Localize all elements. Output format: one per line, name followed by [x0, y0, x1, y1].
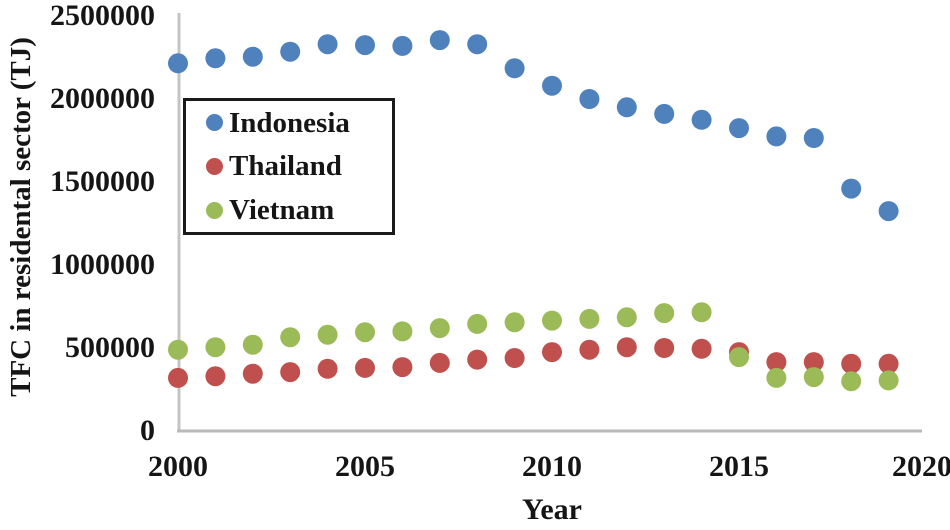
data-point-thailand-2014 [691, 338, 712, 359]
data-point-thailand-2009 [504, 348, 525, 368]
data-point-vietnam-2005 [355, 322, 375, 343]
data-point-indonesia-2003 [280, 41, 301, 62]
data-point-thailand-2005 [355, 357, 375, 378]
data-point-vietnam-2002 [242, 334, 263, 355]
x-tick-2015: 2015 [709, 450, 769, 483]
data-point-indonesia-2005 [355, 35, 375, 56]
data-point-vietnam-2015 [729, 347, 749, 368]
data-point-indonesia-2013 [654, 103, 675, 124]
data-point-vietnam-2007 [429, 318, 450, 339]
data-point-thailand-2003 [280, 362, 301, 383]
y-tick-0: 0 [140, 414, 155, 447]
data-point-indonesia-2007 [429, 30, 450, 51]
y-tick-1500000: 1500000 [50, 165, 155, 198]
data-point-vietnam-2003 [280, 327, 301, 348]
data-point-indonesia-2009 [504, 58, 525, 79]
data-point-vietnam-2006 [392, 321, 413, 342]
x-tick-2005: 2005 [335, 450, 395, 483]
data-point-thailand-2019 [878, 353, 899, 374]
data-point-vietnam-2019 [878, 370, 899, 391]
y-tick-1000000: 1000000 [50, 248, 155, 281]
x-tick-2020: 2020 [892, 450, 950, 483]
data-point-vietnam-2016 [766, 367, 787, 388]
data-point-vietnam-2013 [654, 303, 675, 324]
data-point-indonesia-2002 [242, 46, 263, 67]
data-point-vietnam-2008 [467, 313, 488, 334]
data-point-indonesia-2015 [729, 118, 749, 139]
data-point-thailand-2007 [429, 352, 450, 373]
indonesia-marker-icon [206, 114, 223, 132]
y-tick-2000000: 2000000 [50, 82, 155, 115]
data-point-indonesia-2000 [168, 53, 188, 74]
x-axis-title: Year [522, 493, 582, 526]
data-point-indonesia-2004 [317, 34, 338, 55]
data-point-indonesia-2017 [803, 128, 824, 148]
data-point-vietnam-2001 [205, 337, 226, 358]
legend-label-vietnam: Vietnam [229, 194, 335, 227]
data-point-thailand-2013 [654, 338, 675, 358]
data-point-vietnam-2014 [691, 302, 712, 323]
data-point-vietnam-2018 [841, 371, 862, 392]
data-point-vietnam-2012 [616, 307, 637, 328]
series-vietnam [168, 302, 899, 392]
thailand-marker-icon [206, 157, 223, 175]
data-point-vietnam-2004 [317, 324, 338, 345]
data-point-thailand-2010 [542, 342, 562, 363]
data-point-vietnam-2010 [542, 310, 562, 331]
data-point-thailand-2011 [579, 339, 600, 360]
data-point-indonesia-2012 [616, 97, 637, 118]
data-point-indonesia-2014 [691, 109, 712, 130]
data-point-indonesia-2016 [766, 126, 787, 147]
data-point-indonesia-2008 [467, 34, 488, 55]
data-point-indonesia-2018 [841, 178, 862, 199]
data-point-vietnam-2011 [579, 308, 600, 329]
series-indonesia [168, 30, 899, 222]
y-tick-500000: 500000 [65, 331, 155, 364]
legend-label-indonesia: Indonesia [229, 106, 350, 139]
y-axis-title: TFC in residental sector (TJ) [5, 37, 37, 397]
vietnam-marker-icon [206, 201, 223, 219]
x-tick-2010: 2010 [522, 450, 582, 483]
data-point-thailand-2006 [392, 357, 413, 378]
data-point-thailand-2016 [766, 352, 787, 373]
y-tick-2500000: 2500000 [50, 0, 155, 32]
data-point-thailand-2002 [242, 363, 263, 384]
series-thailand [168, 337, 899, 388]
data-point-thailand-2018 [841, 353, 862, 374]
data-point-vietnam-2017 [803, 367, 824, 388]
legend-item-thailand: Thailand [206, 150, 392, 182]
data-point-indonesia-2011 [579, 89, 600, 109]
data-point-thailand-2012 [616, 337, 637, 358]
x-tick-2000: 2000 [148, 450, 208, 483]
legend: Indonesia Thailand Vietnam [183, 98, 395, 235]
legend-item-vietnam: Vietnam [206, 194, 392, 226]
data-point-thailand-2001 [205, 366, 226, 387]
data-point-indonesia-2019 [878, 201, 899, 222]
data-point-indonesia-2006 [392, 35, 413, 56]
legend-item-indonesia: Indonesia [206, 107, 392, 139]
data-point-indonesia-2001 [205, 48, 226, 69]
data-point-indonesia-2010 [542, 75, 562, 96]
data-point-vietnam-2000 [168, 339, 188, 360]
data-point-thailand-2008 [467, 349, 488, 370]
legend-label-thailand: Thailand [229, 150, 342, 183]
data-point-thailand-2000 [168, 367, 188, 388]
data-point-vietnam-2009 [504, 312, 525, 333]
data-point-thailand-2017 [803, 352, 824, 373]
data-point-thailand-2004 [317, 358, 338, 379]
